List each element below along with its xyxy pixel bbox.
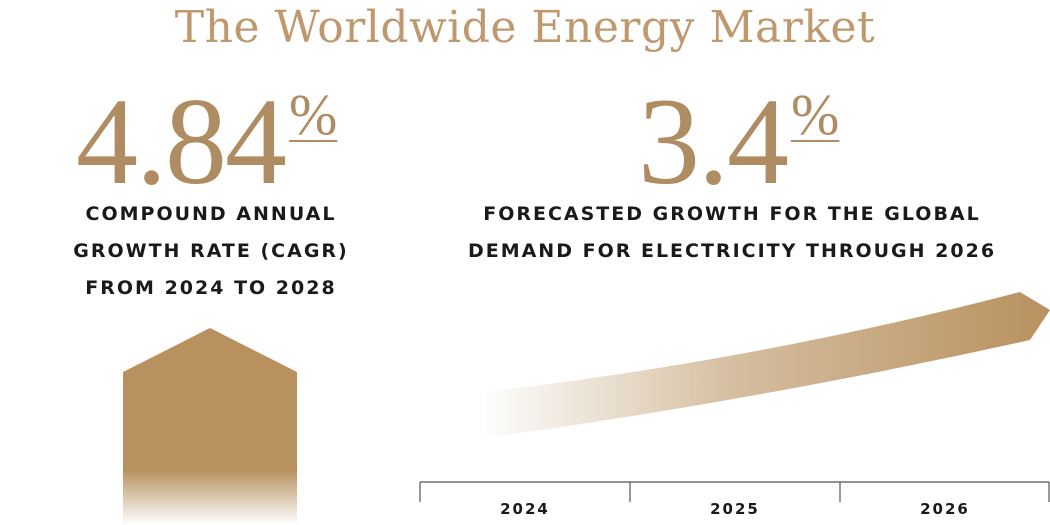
cagr-description-line: COMPOUND ANNUAL	[85, 203, 337, 225]
page-title: The Worldwide Energy Market	[174, 2, 876, 53]
cagr-value: 4.84	[76, 73, 287, 210]
cagr-description-line: GROWTH RATE (CAGR)	[73, 240, 349, 262]
timeline-axis	[419, 481, 1050, 502]
upward-arrow-icon	[123, 328, 297, 525]
cagr-description-line: FROM 2024 TO 2028	[85, 277, 337, 299]
cagr-percent-sign: %	[289, 82, 338, 147]
cagr-stat: 4.84%	[76, 80, 337, 204]
electricity-growth-stat: 3.4%	[638, 80, 839, 204]
timeline-year-label: 2025	[710, 500, 760, 518]
electricity-growth-description-line: DEMAND FOR ELECTRICITY THROUGH 2026	[467, 240, 997, 262]
electricity-growth-description-line: FORECASTED GROWTH FOR THE GLOBAL	[483, 203, 981, 225]
electricity-growth-description: FORECASTED GROWTH FOR THE GLOBAL DEMAND …	[432, 196, 1032, 270]
electricity-growth-value: 3.4	[638, 73, 789, 210]
timeline-year-label: 2026	[920, 500, 970, 518]
electricity-growth-percent-sign: %	[791, 82, 840, 147]
growth-trend-arrow-icon	[485, 292, 1050, 438]
cagr-description: COMPOUND ANNUAL GROWTH RATE (CAGR) FROM …	[46, 196, 376, 307]
timeline-year-label: 2024	[500, 500, 550, 518]
